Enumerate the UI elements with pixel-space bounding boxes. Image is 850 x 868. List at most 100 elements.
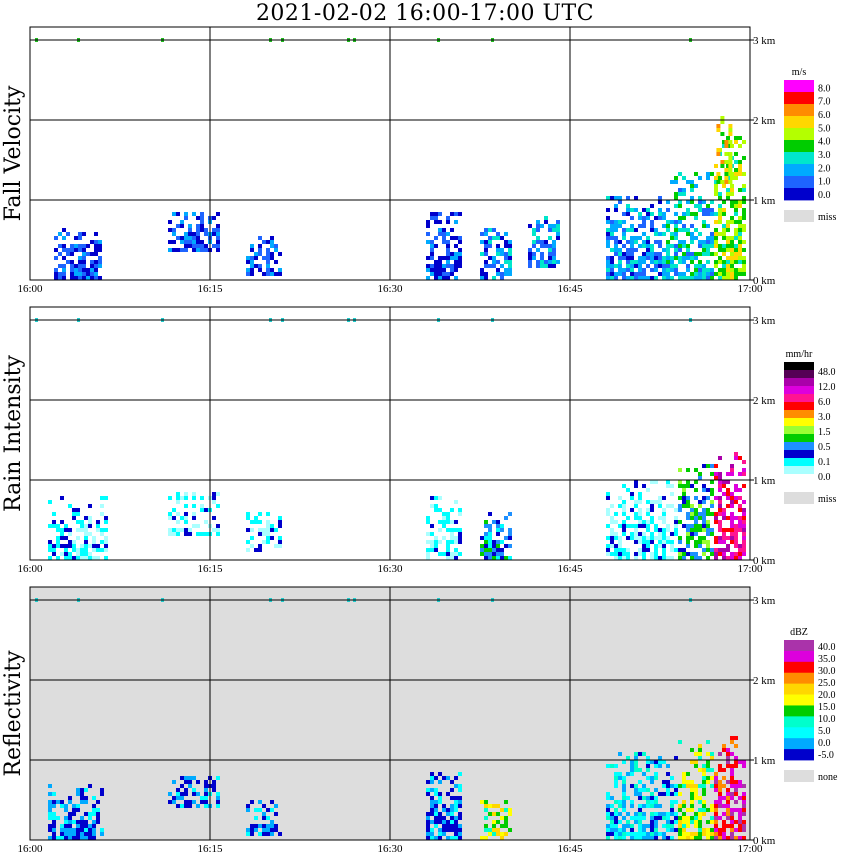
echo-pixel <box>702 500 706 504</box>
echo-pixel <box>630 244 634 248</box>
echo-pixel <box>650 828 654 832</box>
echo-pixel <box>84 512 88 516</box>
echo-pixel <box>650 776 654 780</box>
echo-pixel <box>722 200 726 204</box>
echo-pixel <box>262 532 266 536</box>
echo-pixel <box>64 552 68 556</box>
echo-pixel <box>52 792 56 796</box>
colorbar-unit: dBZ <box>790 627 808 638</box>
echo-pixel <box>670 256 674 260</box>
echo-pixel <box>706 540 710 544</box>
echo-pixel <box>610 196 614 200</box>
echo-pixel <box>450 780 454 784</box>
echo-pixel <box>74 248 78 252</box>
echo-pixel <box>678 784 682 788</box>
echo-pixel <box>706 836 710 840</box>
echo-pixel <box>262 240 266 244</box>
echo-pixel <box>196 224 200 228</box>
echo-pixel <box>726 528 730 532</box>
echo-pixel <box>536 240 540 244</box>
echo-pixel <box>438 780 442 784</box>
echo-pixel <box>446 516 450 520</box>
echo-pixel <box>200 516 204 520</box>
echo-pixel <box>670 544 674 548</box>
echo-pixel <box>458 816 462 820</box>
echo-pixel <box>56 836 60 840</box>
echo-pixel <box>698 524 702 528</box>
echo-pixel <box>508 264 512 268</box>
echo-pixel <box>622 232 626 236</box>
y-tick-label: 1 km <box>753 195 776 207</box>
echo-pixel <box>642 520 646 524</box>
echo-pixel <box>658 252 662 256</box>
panel-title: Reflectivity <box>1 650 26 777</box>
echo-pixel <box>666 208 670 212</box>
echo-pixel <box>670 484 674 488</box>
echo-pixel <box>618 248 622 252</box>
echo-pixel <box>80 796 84 800</box>
echo-pixel <box>426 824 430 828</box>
echo-pixel <box>718 268 722 272</box>
echo-pixel <box>70 244 74 248</box>
echo-pixel <box>738 240 742 244</box>
echo-pixel <box>446 812 450 816</box>
echo-pixel <box>670 828 674 832</box>
echo-pixel <box>54 272 58 276</box>
echo-pixel <box>96 528 100 532</box>
echo-pixel <box>722 512 726 516</box>
echo-pixel <box>662 268 666 272</box>
echo-pixel <box>682 488 686 492</box>
echo-cell <box>606 196 666 280</box>
echo-pixel <box>666 820 670 824</box>
colorbar-tick-label: 0.0 <box>818 472 831 483</box>
echo-pixel <box>674 236 678 240</box>
echo-pixel <box>718 476 722 480</box>
echo-pixel <box>706 208 710 212</box>
echo-pixel <box>68 820 72 824</box>
echo-pixel <box>74 276 78 280</box>
echo-pixel <box>536 248 540 252</box>
echo-pixel <box>258 524 262 528</box>
echo-pixel <box>738 544 742 548</box>
echo-pixel <box>504 260 508 264</box>
echo-pixel <box>74 272 78 276</box>
echo-pixel <box>200 504 204 508</box>
echo-pixel <box>536 260 540 264</box>
echo-pixel <box>710 488 714 492</box>
echo-pixel <box>606 532 610 536</box>
echo-pixel <box>706 752 710 756</box>
echo-pixel <box>650 812 654 816</box>
echo-pixel <box>270 800 274 804</box>
echo-pixel <box>666 524 670 528</box>
echo-pixel <box>278 544 282 548</box>
echo-pixel <box>52 800 56 804</box>
echo-pixel <box>278 268 282 272</box>
echo-pixel <box>250 800 254 804</box>
echo-pixel <box>718 828 722 832</box>
echo-pixel <box>606 244 610 248</box>
echo-pixel <box>60 836 64 840</box>
echo-pixel <box>184 492 188 496</box>
echo-pixel <box>552 224 556 228</box>
echo-pixel <box>686 512 690 516</box>
echo-pixel <box>84 528 88 532</box>
echo-pixel <box>726 496 730 500</box>
echo-pixel <box>654 824 658 828</box>
echo-pixel <box>52 832 56 836</box>
echo-pixel <box>192 240 196 244</box>
echo-pixel <box>480 240 484 244</box>
echo-pixel <box>168 496 172 500</box>
echo-pixel <box>78 272 82 276</box>
echo-pixel <box>662 520 666 524</box>
echo-pixel <box>654 764 658 768</box>
echo-pixel <box>742 228 746 232</box>
echo-pixel <box>730 536 734 540</box>
echo-pixel <box>666 540 670 544</box>
echo-pixel <box>532 240 536 244</box>
echo-pixel <box>458 240 462 244</box>
echo-pixel <box>726 504 730 508</box>
echo-pixel <box>270 828 274 832</box>
echo-pixel <box>724 140 729 144</box>
echo-pixel <box>654 552 658 556</box>
echo-pixel <box>92 544 96 548</box>
